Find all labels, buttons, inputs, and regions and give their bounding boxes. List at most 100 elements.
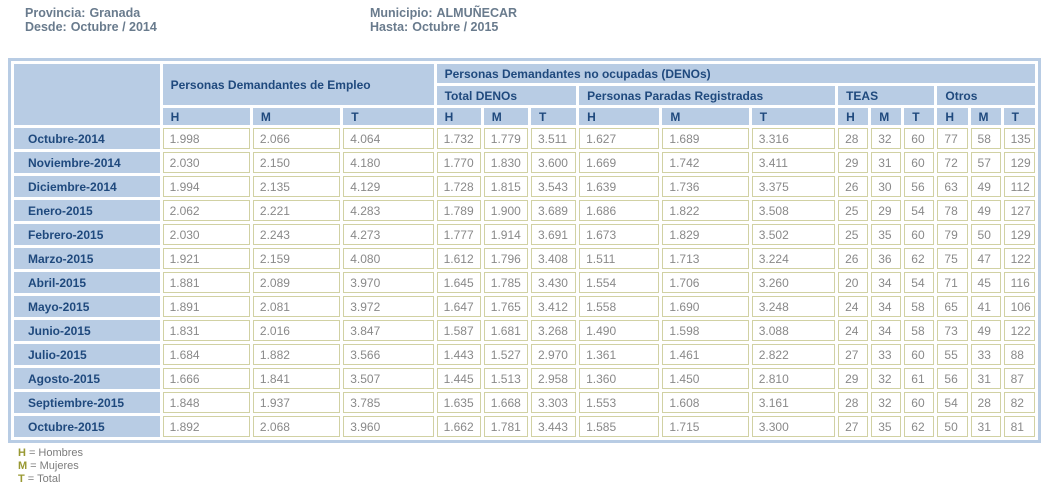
value-cell-paradas-m: 1.608 xyxy=(662,392,749,413)
value-cell-teas-h: 27 xyxy=(838,416,869,437)
table-header: Personas Demandantes de Empleo Personas … xyxy=(14,64,1035,125)
value-cell-denos-t: 3.408 xyxy=(530,248,577,269)
value-cell-teas-m: 32 xyxy=(871,128,902,149)
value-cell-paradas-h: 1.673 xyxy=(579,224,660,245)
value-cell-empleo-t: 4.283 xyxy=(343,200,434,221)
value-cell-empleo-t: 4.080 xyxy=(343,248,434,269)
value-cell-empleo-t: 3.847 xyxy=(343,320,434,341)
value-cell-paradas-h: 1.585 xyxy=(579,416,660,437)
legend-separator: = xyxy=(27,473,35,485)
month-cell: Diciembre-2014 xyxy=(14,176,160,197)
value-cell-otros-t: 87 xyxy=(1003,368,1035,389)
legend-separator: = xyxy=(28,447,36,459)
value-cell-denos-h: 1.445 xyxy=(436,368,481,389)
col-header-otros-m: M xyxy=(970,108,1001,125)
value-cell-denos-t: 3.412 xyxy=(530,296,577,317)
value-cell-empleo-h: 1.831 xyxy=(162,320,250,341)
value-cell-paradas-t: 3.088 xyxy=(751,320,836,341)
value-cell-paradas-h: 1.669 xyxy=(579,152,660,173)
table-row: Junio-2015 1.831 2.016 3.847 1.587 1.681… xyxy=(14,320,1035,341)
value-cell-teas-h: 25 xyxy=(838,200,869,221)
col-header-teas-h: H xyxy=(838,108,869,125)
table-row: Julio-2015 1.684 1.882 3.566 1.443 1.527… xyxy=(14,344,1035,365)
value-cell-paradas-h: 1.627 xyxy=(579,128,660,149)
value-cell-empleo-t: 3.507 xyxy=(343,368,434,389)
value-cell-otros-m: 47 xyxy=(970,248,1001,269)
value-cell-teas-t: 58 xyxy=(904,296,935,317)
value-cell-teas-t: 60 xyxy=(904,392,935,413)
value-cell-otros-t: 81 xyxy=(1003,416,1035,437)
month-cell: Noviembre-2014 xyxy=(14,152,160,173)
col-header-denos-m: M xyxy=(483,108,528,125)
value-cell-denos-h: 1.770 xyxy=(436,152,481,173)
value-cell-denos-h: 1.732 xyxy=(436,128,481,149)
value-cell-otros-m: 31 xyxy=(970,416,1001,437)
value-cell-paradas-h: 1.490 xyxy=(579,320,660,341)
value-cell-paradas-h: 1.361 xyxy=(579,344,660,365)
month-cell: Agosto-2015 xyxy=(14,368,160,389)
col-header-empleo-t: T xyxy=(343,108,434,125)
value-cell-denos-m: 1.914 xyxy=(483,224,528,245)
value-cell-empleo-t: 3.960 xyxy=(343,416,434,437)
value-cell-otros-t: 112 xyxy=(1003,176,1035,197)
value-cell-denos-m: 1.781 xyxy=(483,416,528,437)
value-cell-denos-t: 2.970 xyxy=(530,344,577,365)
value-cell-denos-h: 1.789 xyxy=(436,200,481,221)
value-cell-denos-m: 1.815 xyxy=(483,176,528,197)
value-cell-empleo-m: 2.221 xyxy=(252,200,341,221)
legend: H = Hombres M = Mujeres T = Total xyxy=(8,447,1041,486)
value-cell-paradas-h: 1.558 xyxy=(579,296,660,317)
value-cell-empleo-h: 1.881 xyxy=(162,272,250,293)
value-cell-denos-t: 3.691 xyxy=(530,224,577,245)
value-cell-paradas-m: 1.690 xyxy=(662,296,749,317)
value-cell-empleo-h: 1.666 xyxy=(162,368,250,389)
month-cell: Abril-2015 xyxy=(14,272,160,293)
value-cell-empleo-h: 1.891 xyxy=(162,296,250,317)
value-cell-denos-m: 1.796 xyxy=(483,248,528,269)
value-cell-paradas-t: 3.300 xyxy=(751,416,836,437)
value-cell-empleo-m: 1.882 xyxy=(252,344,341,365)
subgroup-teas: TEAS xyxy=(838,86,935,105)
table-body: Octubre-2014 1.998 2.066 4.064 1.732 1.7… xyxy=(14,128,1035,437)
value-cell-paradas-t: 3.411 xyxy=(751,152,836,173)
value-cell-empleo-m: 2.016 xyxy=(252,320,341,341)
value-cell-teas-m: 33 xyxy=(871,344,902,365)
month-cell: Mayo-2015 xyxy=(14,296,160,317)
value-cell-teas-h: 24 xyxy=(838,296,869,317)
value-cell-denos-m: 1.830 xyxy=(483,152,528,173)
month-cell: Julio-2015 xyxy=(14,344,160,365)
value-cell-empleo-t: 4.180 xyxy=(343,152,434,173)
value-cell-denos-h: 1.612 xyxy=(436,248,481,269)
value-cell-empleo-t: 4.129 xyxy=(343,176,434,197)
value-cell-paradas-t: 3.316 xyxy=(751,128,836,149)
value-cell-paradas-m: 1.829 xyxy=(662,224,749,245)
table-row: Abril-2015 1.881 2.089 3.970 1.645 1.785… xyxy=(14,272,1035,293)
value-cell-paradas-m: 1.736 xyxy=(662,176,749,197)
value-cell-empleo-m: 2.159 xyxy=(252,248,341,269)
employment-data-table: Personas Demandantes de Empleo Personas … xyxy=(8,58,1041,443)
value-cell-otros-t: 129 xyxy=(1003,152,1035,173)
subgroup-paradas-registradas: Personas Paradas Registradas xyxy=(579,86,836,105)
value-cell-otros-m: 45 xyxy=(970,272,1001,293)
value-cell-otros-h: 75 xyxy=(937,248,968,269)
value-cell-empleo-h: 1.848 xyxy=(162,392,250,413)
value-cell-empleo-t: 4.064 xyxy=(343,128,434,149)
value-cell-teas-h: 26 xyxy=(838,176,869,197)
value-cell-empleo-t: 3.566 xyxy=(343,344,434,365)
table-row: Marzo-2015 1.921 2.159 4.080 1.612 1.796… xyxy=(14,248,1035,269)
legend-label-mujeres: Mujeres xyxy=(39,460,79,472)
value-cell-denos-h: 1.635 xyxy=(436,392,481,413)
legend-label-hombres: Hombres xyxy=(38,447,84,459)
value-cell-teas-m: 36 xyxy=(871,248,902,269)
desde-label: Desde: xyxy=(25,20,67,34)
legend-key-m: M xyxy=(18,460,28,472)
table-row: Octubre-2015 1.892 2.068 3.960 1.662 1.7… xyxy=(14,416,1035,437)
value-cell-empleo-h: 2.030 xyxy=(162,224,250,245)
value-cell-empleo-m: 2.066 xyxy=(252,128,341,149)
legend-label-total: Total xyxy=(37,473,61,485)
value-cell-otros-m: 58 xyxy=(970,128,1001,149)
value-cell-otros-t: 122 xyxy=(1003,320,1035,341)
value-cell-otros-m: 41 xyxy=(970,296,1001,317)
value-cell-teas-h: 29 xyxy=(838,152,869,173)
header-right-column: Municipio: ALMUÑECAR Hasta: Octubre / 2015 xyxy=(370,6,715,34)
